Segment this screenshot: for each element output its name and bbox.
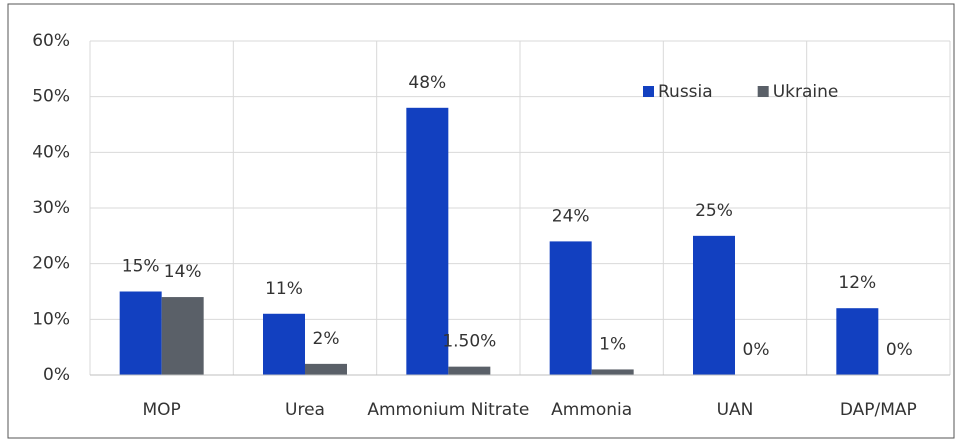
y-tick-label: 20% — [32, 254, 70, 274]
data-label: 48% — [408, 73, 446, 93]
y-tick-label: 60% — [32, 31, 70, 51]
data-label: 2% — [313, 329, 340, 349]
chart-frame — [7, 3, 955, 439]
bar — [263, 313, 305, 375]
x-tick-label: DAP/MAP — [840, 400, 917, 420]
bar — [305, 363, 347, 375]
legend-label: Russia — [658, 82, 713, 102]
data-label: 1% — [599, 334, 626, 354]
bar — [836, 308, 879, 375]
x-tick-label: Ammonia — [551, 400, 632, 420]
data-label: 12% — [838, 273, 876, 293]
y-tick-label: 0% — [43, 365, 70, 385]
legend-swatch — [643, 86, 654, 97]
data-label: 24% — [552, 206, 590, 226]
bar — [161, 297, 204, 375]
bar — [591, 369, 634, 375]
data-label: 11% — [265, 279, 303, 299]
legend-label: Ukraine — [773, 82, 839, 102]
y-tick-label: 30% — [32, 198, 70, 218]
bar — [693, 235, 735, 375]
data-label: 25% — [695, 201, 733, 221]
y-tick-label: 10% — [32, 309, 70, 329]
bar — [549, 241, 592, 375]
y-tick-label: 40% — [32, 142, 70, 162]
data-label: 14% — [164, 262, 202, 282]
legend-swatch — [757, 86, 769, 97]
data-label: 15% — [122, 257, 160, 277]
x-tick-label: Ammonium Nitrate — [367, 400, 529, 420]
bar — [119, 291, 162, 375]
y-tick-label: 50% — [32, 87, 70, 107]
data-label: 1.50% — [442, 332, 496, 352]
bar — [448, 366, 491, 375]
data-label: 0% — [886, 340, 913, 360]
x-tick-label: Urea — [285, 400, 325, 420]
data-label: 0% — [743, 340, 770, 360]
x-tick-label: UAN — [717, 400, 754, 420]
bar — [406, 107, 449, 376]
x-tick-label: MOP — [143, 400, 181, 420]
